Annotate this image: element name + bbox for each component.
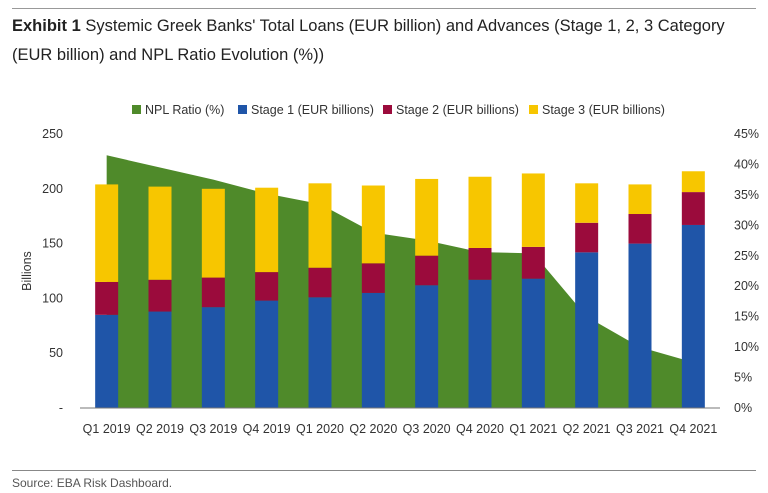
y2-tick-label: 45%: [734, 127, 759, 141]
x-tick-label: Q3 2020: [403, 422, 451, 436]
legend-swatch: [132, 105, 141, 114]
legend-swatch: [529, 105, 538, 114]
bar-stage3: [255, 187, 279, 273]
x-tick-label: Q3 2019: [189, 422, 237, 436]
y2-tick-label: 25%: [734, 249, 759, 263]
y2-tick-label: 30%: [734, 218, 759, 232]
bar-stage1: [628, 243, 652, 408]
bar-stage3: [468, 176, 492, 248]
bar-stage1: [95, 314, 119, 408]
bar-stage2: [201, 277, 225, 308]
x-tick-label: Q1 2021: [509, 422, 557, 436]
x-tick-label: Q2 2020: [349, 422, 397, 436]
y-tick-label: 200: [42, 182, 63, 196]
bar-stage2: [95, 281, 119, 315]
x-tick-label: Q3 2021: [616, 422, 664, 436]
bar-stage1: [361, 292, 385, 408]
y-tick-label: 250: [42, 127, 63, 141]
bar-stage1: [415, 285, 439, 408]
x-tick-label: Q1 2020: [296, 422, 344, 436]
bar-stage2: [628, 214, 652, 244]
bar-stage2: [255, 272, 279, 301]
title-text: Systemic Greek Banks' Total Loans (EUR b…: [12, 17, 725, 64]
y2-tick-label: 20%: [734, 279, 759, 293]
bar-stage1: [201, 307, 225, 408]
npl-ratio-area: [106, 155, 694, 408]
bar-stage3: [681, 171, 705, 193]
bar-stage3: [201, 188, 225, 278]
bar-stage1: [681, 224, 705, 408]
y2-tick-label: 40%: [734, 157, 759, 171]
x-tick-label: Q1 2019: [83, 422, 131, 436]
y-tick-label: 100: [42, 291, 63, 305]
bar-stage2: [468, 247, 492, 280]
y2-tick-label: 0%: [734, 401, 752, 415]
bar-stage3: [95, 184, 119, 282]
bar-stage1: [521, 278, 545, 408]
bottom-rule: [12, 470, 756, 471]
bar-stage3: [575, 183, 599, 223]
legend-swatch: [238, 105, 247, 114]
y2-tick-label: 10%: [734, 340, 759, 354]
bar-stage2: [308, 267, 332, 298]
top-rule: [12, 8, 756, 9]
y-axis-title: Billions: [20, 251, 34, 291]
bar-stage2: [681, 192, 705, 225]
bar-stage3: [308, 183, 332, 268]
bar-stage2: [361, 263, 385, 293]
legend-label: Stage 1 (EUR billions): [251, 103, 374, 117]
y-tick-label: -: [59, 401, 63, 415]
legend-swatch: [383, 105, 392, 114]
bar-stage2: [148, 279, 172, 312]
source-note: Source: EBA Risk Dashboard.: [12, 476, 173, 490]
bar-stage3: [415, 178, 439, 256]
legend-label: NPL Ratio (%): [145, 103, 224, 117]
x-tick-label: Q2 2021: [563, 422, 611, 436]
bar-stage3: [521, 173, 545, 247]
exhibit-label: Exhibit 1: [12, 17, 81, 35]
x-tick-label: Q2 2019: [136, 422, 184, 436]
y2-tick-label: 15%: [734, 310, 759, 324]
y2-tick-label: 35%: [734, 188, 759, 202]
x-tick-label: Q4 2019: [243, 422, 291, 436]
bar-stage3: [628, 184, 652, 215]
bar-stage1: [308, 297, 332, 408]
bar-stage2: [521, 246, 545, 279]
bar-stage3: [148, 186, 172, 280]
chart-title: Exhibit 1 Systemic Greek Banks' Total Lo…: [12, 12, 756, 70]
combo-chart: - 50 100 150 200 250 0% 5% 10% 15% 20% 25% 30% 35% 40%…: [20, 103, 759, 436]
legend-label: Stage 2 (EUR billions): [396, 103, 519, 117]
bar-stage1: [575, 252, 599, 408]
y2-tick-label: 5%: [734, 371, 752, 385]
y-tick-label: 50: [49, 346, 63, 360]
bar-stage1: [148, 311, 172, 408]
x-tick-label: Q4 2021: [669, 422, 717, 436]
bar-stage2: [575, 222, 599, 253]
bar-stage3: [361, 185, 385, 264]
legend-label: Stage 3 (EUR billions): [542, 103, 665, 117]
bar-stage1: [255, 300, 279, 408]
bar-stage2: [415, 255, 439, 286]
x-tick-label: Q4 2020: [456, 422, 504, 436]
bar-stage1: [468, 279, 492, 408]
y-tick-label: 150: [42, 237, 63, 251]
